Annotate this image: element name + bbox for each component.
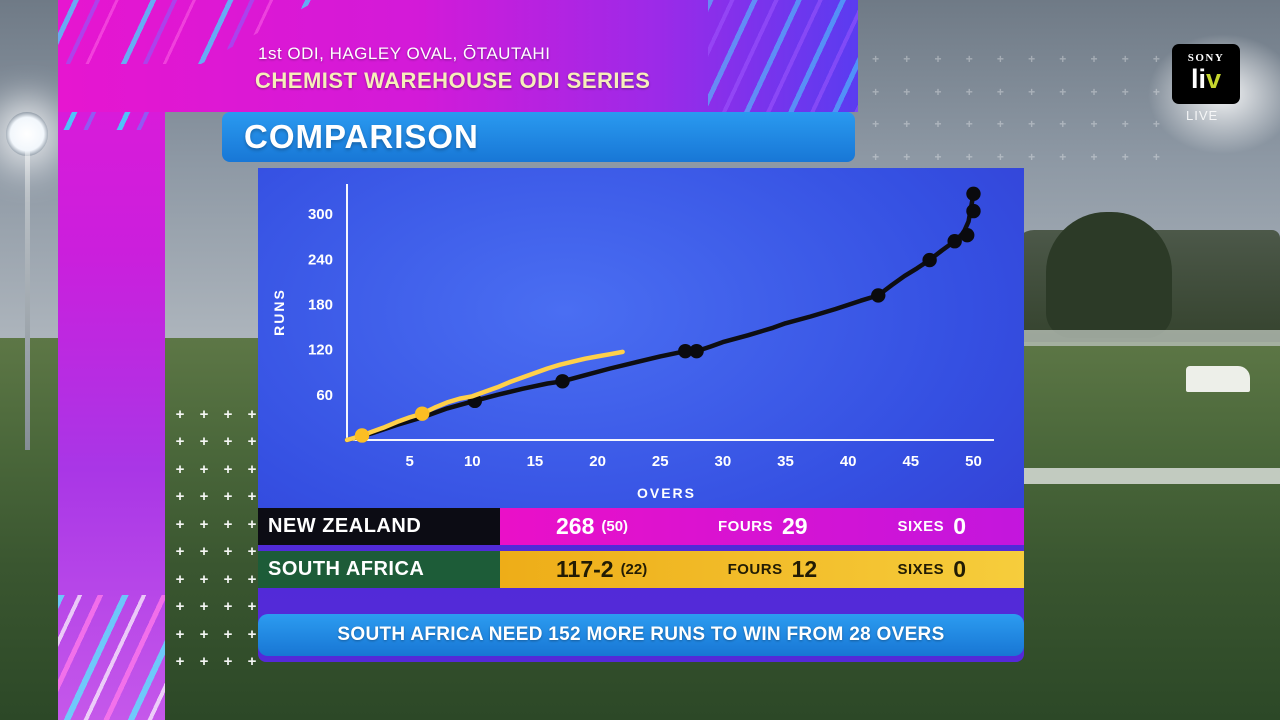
svg-text:30: 30 [715,453,732,470]
boundary-fence [1024,468,1280,484]
liv-li: li [1190,64,1206,94]
svg-text:20: 20 [589,453,606,470]
header-stripes-right [708,0,858,112]
sony-liv-logo: SONY liv [1172,44,1240,104]
svg-text:OVERS: OVERS [637,485,696,501]
nz-score: 268 [556,513,595,539]
sa-score: 117-2 [556,556,614,582]
liv-v: v [1205,64,1222,94]
runs-comparison-chart: 60 120 180 240 300 5 10 15 20 25 30 35 40 45 50 RUNS OVE… [271,184,994,501]
svg-text:45: 45 [902,453,919,470]
svg-text:RUNS: RUNS [271,288,287,336]
sa-fours-label: FOURS [727,561,783,578]
score-bar-south-africa: 117-2 (22) FOURS 12 SIXES 0 [500,551,1024,588]
panel-title: COMPARISON [244,118,479,155]
nz-sixes-label: SIXES [897,518,945,535]
svg-text:25: 25 [652,453,669,470]
large-tree [1046,212,1172,338]
sa-sixes-value: 0 [953,556,966,582]
sa-fours-group: FOURS 12 [728,556,818,583]
boundary-tent [1186,366,1250,392]
match-header: 1st ODI, HAGLEY OVAL, ŌTAUTAHI CHEMIST W… [58,0,858,112]
sa-sixes-label: SIXES [897,561,945,578]
liv-wordmark: liv [1191,64,1221,94]
svg-text:300: 300 [308,206,333,223]
score-bar-new-zealand: 268 (50) FOURS 29 SIXES 0 [500,508,1024,545]
comparison-title-bar: COMPARISON [222,112,855,162]
svg-text:15: 15 [527,453,544,470]
svg-text:5: 5 [405,453,413,470]
sa-overs: (22) [620,561,648,578]
plus-pattern-left: + + + + + + + + + + + + + + + + + + + + + + + + + + + + + + + + + + + + + + + + [175,406,257,670]
svg-text:60: 60 [316,387,333,404]
chart-area: 60 120 180 240 300 5 10 15 20 25 30 35 40 45 50 RUNS OVE… [258,168,1024,508]
floodlight-pole [25,150,30,450]
nz-fours-label: FOURS [717,518,773,535]
series-title-text: CHEMIST WAREHOUSE ODI SERIES [255,68,651,93]
sony-wordmark: SONY [1187,52,1225,64]
nz-sixes-value: 0 [953,513,966,539]
team-row-new-zealand: NEW ZEALAND 268 (50) FOURS 29 SIXES 0 [258,508,1024,545]
sa-sixes-group: SIXES 0 [898,556,966,583]
live-badge: LIVE [1186,108,1219,123]
chase-status-text: SOUTH AFRICA NEED 152 MORE RUNS TO WIN F… [337,624,945,645]
sa-fours-value: 12 [791,556,818,582]
svg-text:40: 40 [840,453,857,470]
comparison-panel: 60 120 180 240 300 5 10 15 20 25 30 35 40 45 50 RUNS OVE… [258,168,1024,662]
nz-overs: (50) [601,518,629,535]
team-row-south-africa: SOUTH AFRICA 117-2 (22) FOURS 12 SIXES 0 [258,551,1024,588]
svg-text:180: 180 [308,296,333,313]
match-venue-text: 1st ODI, HAGLEY OVAL, ŌTAUTAHI [258,44,551,63]
svg-text:10: 10 [464,453,481,470]
svg-text:50: 50 [965,453,982,470]
team-name-new-zealand: NEW ZEALAND [258,508,500,545]
floodlight-light [6,112,48,156]
team-name-south-africa: SOUTH AFRICA [258,551,500,588]
pavilion-strip [1024,330,1280,346]
plus-pattern-right: + + + + + + + + + + + + + + + + + + + + + + + + + + + + + + + + + + + + + + + + [872,52,1160,164]
nz-fours-group: FOURS 29 [718,513,808,540]
svg-text:35: 35 [777,453,794,470]
nz-fours-value: 29 [781,513,808,539]
status-bar: SOUTH AFRICA NEED 152 MORE RUNS TO WIN F… [258,614,1024,656]
band-stripes-bottom [58,595,165,720]
svg-text:240: 240 [308,251,333,268]
svg-text:120: 120 [308,342,333,359]
nz-sixes-group: SIXES 0 [898,513,966,540]
